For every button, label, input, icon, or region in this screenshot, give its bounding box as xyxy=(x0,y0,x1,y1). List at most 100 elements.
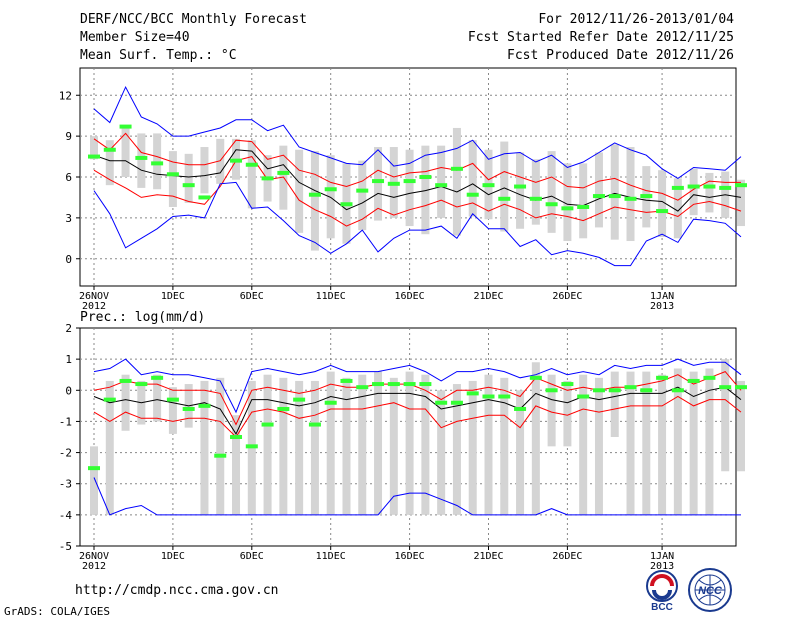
observed-marker xyxy=(545,388,558,393)
footer-url[interactable]: http://cmdp.ncc.cma.gov.cn xyxy=(75,583,279,598)
series-lower-line xyxy=(93,395,742,438)
plot-frame xyxy=(79,327,737,547)
spread-box xyxy=(405,371,414,515)
observed-marker xyxy=(151,161,164,166)
observed-marker xyxy=(529,375,542,380)
spread-box xyxy=(516,390,525,515)
observed-marker xyxy=(277,170,290,175)
y-tick-label: 0 xyxy=(65,253,72,266)
spread-box xyxy=(563,380,572,447)
spread-box xyxy=(547,151,556,233)
x-tick-year-label: 2012 xyxy=(82,561,106,572)
spread-box xyxy=(247,140,256,209)
series-lower-line xyxy=(93,156,742,227)
spread-box xyxy=(358,160,367,231)
y-tick-label: 12 xyxy=(59,89,72,102)
y-tick-label: 6 xyxy=(65,171,72,184)
x-tick-label: 6DEC xyxy=(240,551,264,562)
observed-marker xyxy=(356,385,369,390)
observed-marker xyxy=(135,382,148,387)
spread-box xyxy=(342,377,351,515)
observed-marker xyxy=(277,406,290,411)
spread-box xyxy=(689,168,698,216)
observed-marker xyxy=(151,375,164,380)
observed-marker xyxy=(561,382,574,387)
spread-box xyxy=(437,145,446,218)
spread-box xyxy=(105,380,114,515)
x-tick-label: 11DEC xyxy=(316,551,346,562)
observed-marker xyxy=(340,378,353,383)
spread-box xyxy=(263,374,272,515)
spread-box xyxy=(579,374,588,515)
spread-box xyxy=(642,371,651,515)
spread-box xyxy=(437,390,446,515)
y-tick-label: -5 xyxy=(59,540,72,553)
observed-marker xyxy=(261,176,274,181)
spread-box xyxy=(594,152,603,228)
observed-marker xyxy=(703,375,716,380)
ncc-logo: NCC xyxy=(686,566,734,618)
header-forecast-period: For 2012/11/26-2013/01/04 xyxy=(538,12,734,27)
spread-box xyxy=(295,149,304,233)
x-tick-label: 21DEC xyxy=(473,291,503,302)
spread-box xyxy=(105,140,114,186)
observed-marker xyxy=(356,188,369,193)
y-tick-label: 0 xyxy=(65,384,72,397)
x-tick-label: 26DEC xyxy=(552,291,582,302)
observed-marker xyxy=(435,183,448,188)
observed-marker xyxy=(514,406,527,411)
observed-marker xyxy=(734,183,747,188)
observed-marker xyxy=(608,194,621,199)
observed-marker xyxy=(372,382,385,387)
observed-marker xyxy=(103,397,116,402)
observed-marker xyxy=(182,406,195,411)
observed-marker xyxy=(450,166,463,171)
observed-marker xyxy=(498,196,511,201)
x-tick-year-label: 2013 xyxy=(650,561,674,572)
spread-box xyxy=(358,374,367,515)
spread-box xyxy=(500,141,509,232)
observed-marker xyxy=(230,435,243,439)
series-mean-line xyxy=(93,386,742,435)
spread-box xyxy=(705,368,714,515)
observed-marker xyxy=(624,196,637,201)
observed-marker xyxy=(261,422,274,427)
spread-box xyxy=(121,125,130,177)
observed-marker xyxy=(340,202,353,207)
x-tick-label: 26NOV xyxy=(79,291,109,302)
observed-marker xyxy=(592,194,605,199)
observed-marker xyxy=(719,185,732,190)
observed-marker xyxy=(372,179,385,184)
observed-marker xyxy=(687,184,700,189)
spread-box xyxy=(200,147,209,194)
observed-marker xyxy=(245,162,258,167)
spread-box xyxy=(626,147,635,242)
x-tick-label: 1DEC xyxy=(161,291,185,302)
observed-marker xyxy=(719,385,732,390)
spread-box xyxy=(468,380,477,515)
observed-marker xyxy=(308,192,321,197)
series-max-line xyxy=(93,85,742,179)
spread-box xyxy=(153,133,162,190)
spread-box xyxy=(310,380,319,515)
spread-box xyxy=(736,380,745,472)
observed-marker xyxy=(308,422,321,427)
observed-marker xyxy=(166,397,179,402)
spread-box xyxy=(200,380,209,515)
header-member-size: Member Size=40 xyxy=(80,30,190,45)
series-max-line xyxy=(93,358,742,414)
observed-marker xyxy=(529,196,542,201)
precip-label: Prec.: log(mm/d) xyxy=(80,310,206,325)
spread-box xyxy=(516,152,525,229)
spread-box xyxy=(389,377,398,515)
y-tick-label: -3 xyxy=(59,478,72,491)
observed-marker xyxy=(482,394,495,399)
spread-box xyxy=(452,127,461,236)
x-tick-label: 16DEC xyxy=(395,551,425,562)
observed-marker xyxy=(403,382,416,387)
spread-box xyxy=(405,149,414,227)
spread-box xyxy=(184,153,193,203)
